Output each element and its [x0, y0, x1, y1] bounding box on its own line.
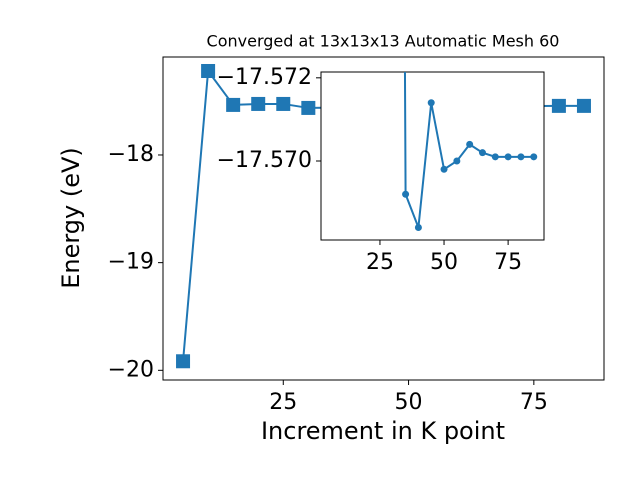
- marker: [517, 153, 525, 161]
- x-tick-label: 25: [269, 390, 297, 415]
- marker: [453, 157, 461, 165]
- plot-layer: [402, 72, 538, 232]
- x-tick-label: 75: [494, 250, 522, 275]
- marker: [226, 97, 241, 112]
- marker: [301, 100, 316, 115]
- marker: [466, 140, 474, 148]
- marker: [276, 96, 291, 111]
- y-axis-label: Energy (eV): [57, 147, 85, 289]
- chart-title: Converged at 13x13x13 Automatic Mesh 60: [207, 32, 560, 51]
- marker: [491, 153, 499, 161]
- x-tick-label: 75: [520, 390, 548, 415]
- y-tick-label: −17.570: [217, 148, 312, 173]
- x-tick-label: 25: [366, 250, 394, 275]
- marker: [251, 96, 266, 111]
- marker: [427, 99, 435, 107]
- x-axis-label: Increment in K point: [261, 417, 505, 445]
- x-tick-label: 50: [395, 390, 423, 415]
- marker: [402, 190, 410, 198]
- marker: [201, 63, 216, 78]
- marker: [414, 224, 422, 232]
- marker: [176, 354, 191, 369]
- y-tick-label: −20: [108, 357, 154, 382]
- marker: [530, 153, 538, 161]
- marker: [440, 165, 448, 173]
- marker: [478, 149, 486, 157]
- marker: [504, 153, 512, 161]
- x-tick-label: 50: [430, 250, 458, 275]
- marker: [576, 98, 591, 113]
- y-tick-label: −19: [108, 250, 154, 275]
- y-tick-label: −17.572: [217, 65, 312, 90]
- marker: [551, 98, 566, 113]
- y-tick-label: −18: [108, 142, 154, 167]
